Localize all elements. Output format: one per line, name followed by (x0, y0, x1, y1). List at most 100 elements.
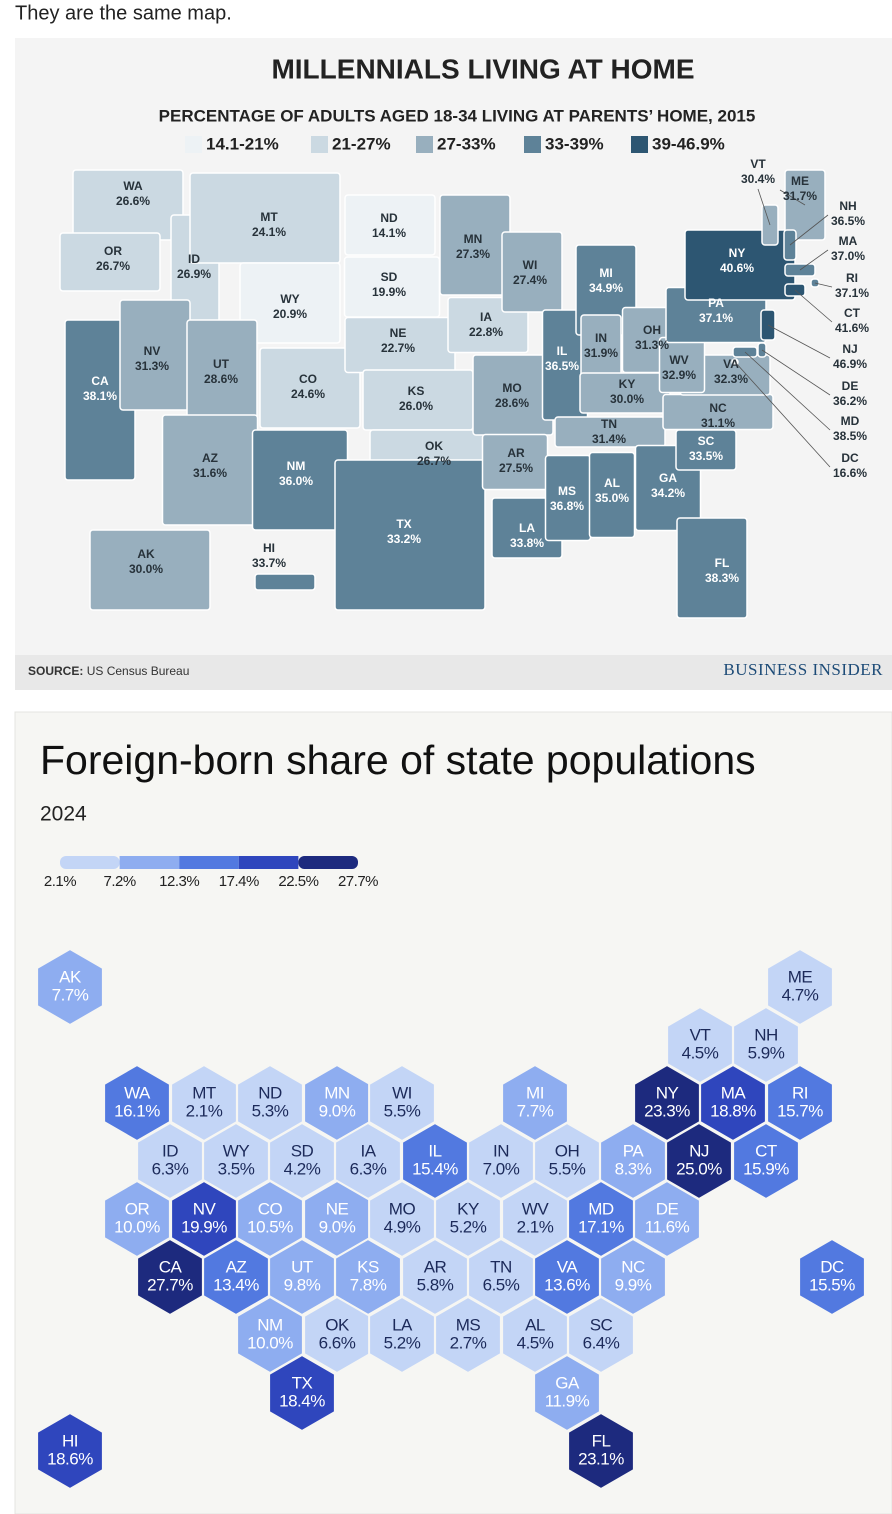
state-abbr: IN (595, 331, 607, 345)
state-abbr: LA (519, 521, 535, 535)
state-value: 5.8% (417, 1275, 454, 1294)
state-value: 9.8% (284, 1275, 321, 1294)
state-abbr: MS (558, 484, 576, 498)
state-hex (567, 1411, 635, 1491)
state-abbr: NY (656, 1083, 679, 1102)
state-value: 26.7% (96, 259, 130, 273)
state-hex (36, 947, 104, 1027)
state-value: 14.1% (372, 226, 406, 240)
state-value: 34.9% (589, 281, 623, 295)
state-abbr: KS (408, 384, 425, 398)
state-abbr: SD (291, 1141, 314, 1160)
state-value: 6.5% (483, 1275, 520, 1294)
state-region (344, 194, 436, 256)
state-abbr: RI (792, 1083, 808, 1102)
state-value: 26.6% (116, 194, 150, 208)
state-abbr: LA (392, 1315, 413, 1334)
state-abbr: RI (846, 271, 858, 285)
state-value: 36.8% (550, 499, 584, 513)
state-region (59, 232, 161, 292)
state-value: 27.5% (499, 461, 533, 475)
state-value: 15.9% (743, 1159, 789, 1178)
state-abbr: MT (192, 1083, 216, 1102)
state-abbr: MA (721, 1083, 747, 1102)
state-value: 10.0% (247, 1333, 293, 1352)
state-abbr: AK (59, 967, 82, 986)
state-abbr: IL (428, 1141, 441, 1160)
map2: 2.1% 7.2% 12.3% 17.4% 22.5% 27.7%AK7.7%ME4.7%… (36, 856, 866, 1491)
state-abbr: NH (839, 199, 856, 213)
state-value: 36.5% (545, 359, 579, 373)
state-region (254, 573, 316, 591)
state-abbr: NJ (689, 1141, 709, 1160)
state-value: 9.9% (615, 1275, 652, 1294)
state-hex (36, 1411, 104, 1491)
state-abbr: WV (669, 353, 688, 367)
legend-swatch (311, 136, 328, 153)
state-value: 37.1% (699, 311, 733, 325)
state-abbr: TX (292, 1373, 313, 1392)
state-abbr: ME (791, 174, 809, 188)
state-value: 27.3% (456, 247, 490, 261)
state-abbr: AR (507, 446, 525, 460)
state-abbr: CT (844, 306, 861, 320)
legend-tick-label: 17.4% (219, 873, 259, 890)
state-value: 5.2% (384, 1333, 421, 1352)
state-value: 5.5% (549, 1159, 586, 1178)
state-value: 32.9% (662, 368, 696, 382)
legend-segment (119, 856, 180, 869)
map2-title: Foreign-born share of state populations (40, 737, 756, 783)
state-value: 22.8% (469, 325, 503, 339)
state-value: 16.1% (114, 1101, 160, 1120)
state-value: 26.9% (177, 267, 211, 281)
state-abbr: KY (457, 1199, 479, 1218)
state-value: 5.2% (450, 1217, 487, 1236)
state-abbr: WA (124, 1083, 151, 1102)
state-abbr: SD (381, 270, 398, 284)
state-value: 2.7% (450, 1333, 487, 1352)
legend-swatch (631, 136, 648, 153)
state-value: 28.6% (495, 396, 529, 410)
state-abbr: WI (523, 258, 538, 272)
state-value: 25.0% (676, 1159, 722, 1178)
state-abbr: ND (380, 211, 398, 225)
state-abbr: WV (522, 1199, 550, 1218)
state-value: 33.7% (252, 556, 286, 570)
state-value: 18.6% (47, 1449, 93, 1468)
state-abbr: WA (123, 179, 143, 193)
state-value: 31.9% (584, 346, 618, 360)
state-value: 15.5% (809, 1275, 855, 1294)
map1-title: MILLENNIALS LIVING AT HOME (271, 53, 694, 84)
state-region (259, 347, 361, 429)
leader-line (789, 214, 829, 246)
legend-segment (179, 856, 239, 869)
state-abbr: MN (464, 232, 483, 246)
state-region (239, 262, 341, 344)
legend-label: 21-27% (332, 134, 391, 153)
leader-line (734, 361, 831, 468)
state-value: 7.7% (517, 1101, 554, 1120)
state-abbr: MT (260, 210, 278, 224)
state-abbr: NE (326, 1199, 349, 1218)
state-value: 23.1% (578, 1449, 624, 1468)
state-value: 35.0% (595, 491, 629, 505)
state-abbr: ME (788, 967, 813, 986)
map1: 14.1-21% 21-27% 27-33% 33-39% 39-46.9% WA26.6… (59, 134, 869, 619)
state-region (501, 231, 563, 313)
state-value: 30.0% (129, 562, 163, 576)
state-abbr: NV (144, 344, 161, 358)
state-value: 24.1% (252, 225, 286, 239)
state-value: 36.2% (833, 394, 867, 408)
leader-line (779, 189, 806, 206)
state-value: 6.4% (583, 1333, 620, 1352)
state-abbr: TN (601, 417, 617, 431)
state-hex (533, 1353, 601, 1433)
state-value: 2.1% (517, 1217, 554, 1236)
leader-line (814, 282, 833, 288)
source-label: SOURCE: (28, 664, 83, 678)
state-value: 31.7% (783, 189, 817, 203)
state-value: 38.5% (833, 429, 867, 443)
state-value: 37.0% (831, 249, 865, 263)
state-abbr: IN (493, 1141, 509, 1160)
